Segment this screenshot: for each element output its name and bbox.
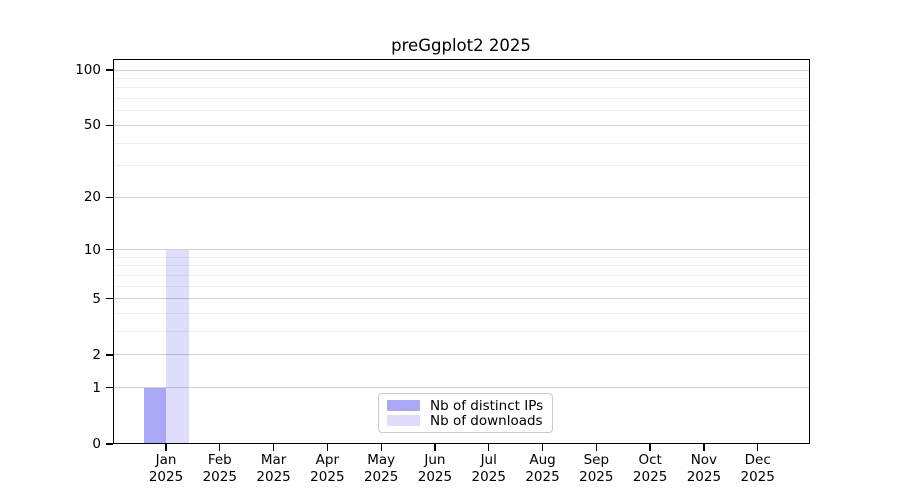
gridline-minor <box>113 165 810 167</box>
gridline-minor <box>113 274 810 276</box>
x-tick-year: 2025 <box>740 469 775 485</box>
y-tick <box>106 443 113 445</box>
x-tick-month: Jul <box>480 452 497 468</box>
x-tick-month: Oct <box>638 452 662 468</box>
x-tick-label: Mar 2025 <box>242 452 306 486</box>
gridline-minor <box>113 98 810 100</box>
x-tick-label: Dec 2025 <box>726 452 790 486</box>
x-tick-label: May 2025 <box>349 452 413 486</box>
y-tick-label: 10 <box>83 241 101 258</box>
gridline-minor <box>113 256 810 258</box>
y-tick-label: 5 <box>92 290 101 307</box>
x-tick-month: Mar <box>260 452 287 468</box>
x-tick-year: 2025 <box>256 469 291 485</box>
x-tick-year: 2025 <box>579 469 614 485</box>
bar-downloads <box>166 249 189 444</box>
y-tick-label: 100 <box>75 62 101 78</box>
x-tick <box>488 444 490 451</box>
x-tick-year: 2025 <box>632 469 668 485</box>
x-tick-year: 2025 <box>525 469 560 485</box>
x-tick-label: Jan 2025 <box>134 452 198 486</box>
x-tick <box>326 444 329 451</box>
gridline-minor <box>113 77 810 79</box>
gridline-major <box>113 387 810 389</box>
y-tick <box>106 298 113 300</box>
legend-label-distinct-ips: Nb of distinct IPs <box>430 397 544 414</box>
gridline-minor <box>113 331 810 333</box>
y-tick <box>106 387 113 389</box>
bar-distinct-ips <box>143 387 166 444</box>
gridline-minor <box>113 313 810 315</box>
legend-item-downloads: Nb of downloads <box>387 412 544 429</box>
y-tick <box>106 249 113 251</box>
y-tick <box>106 124 113 127</box>
x-tick-month: May <box>367 452 396 468</box>
gridline-minor <box>113 285 810 287</box>
x-tick <box>434 444 436 451</box>
gridline-minor <box>113 142 810 144</box>
y-tick <box>106 69 113 71</box>
gridline-minor <box>113 87 810 89</box>
legend-item-distinct-ips: Nb of distinct IPs <box>387 397 544 414</box>
x-tick-label: Sep 2025 <box>564 452 628 486</box>
x-tick-year: 2025 <box>686 469 722 485</box>
gridline-major <box>113 249 810 251</box>
x-tick <box>165 444 167 451</box>
chart-title: preGgplot2 2025 <box>391 36 531 55</box>
gridline-major <box>113 124 810 126</box>
x-tick-label: Aug 2025 <box>511 452 575 486</box>
x-tick-month: Apr <box>315 452 340 468</box>
x-tick <box>272 444 275 451</box>
x-tick <box>703 444 705 451</box>
bars-layer <box>113 59 810 444</box>
y-tick-label: 0 <box>92 436 101 452</box>
y-tick-label: 20 <box>83 189 101 206</box>
gridline-minor <box>113 110 810 112</box>
x-tick-label: Oct 2025 <box>618 452 682 486</box>
x-tick <box>757 444 759 451</box>
legend-swatch-downloads <box>387 415 420 426</box>
x-tick-month: Jun <box>424 452 446 468</box>
x-tick-year: 2025 <box>310 469 345 485</box>
x-tick <box>649 444 651 451</box>
x-tick-label: Jun 2025 <box>403 452 467 486</box>
x-axis: Jan 2025 Feb 2025 Mar 2025 Apr 2025 May 2025 Jun 20… <box>113 59 810 485</box>
x-tick-label: Apr 2025 <box>295 452 359 486</box>
x-tick-month: Jan <box>155 452 177 468</box>
x-tick <box>380 444 382 451</box>
grid-layer <box>113 59 810 444</box>
x-tick-label: Feb 2025 <box>188 452 252 486</box>
y-tick <box>106 196 113 198</box>
y-tick-label: 2 <box>92 346 101 363</box>
x-tick-label: Nov 2025 <box>672 452 736 486</box>
x-tick <box>595 444 597 451</box>
y-tick-label: 50 <box>83 117 101 134</box>
gridline-minor <box>113 265 810 267</box>
x-tick <box>219 444 221 451</box>
gridline-major <box>113 69 810 71</box>
x-tick <box>541 444 544 451</box>
x-tick-year: 2025 <box>471 469 506 485</box>
x-tick-month: Feb <box>207 452 232 468</box>
x-tick-label: Jul 2025 <box>457 452 521 486</box>
legend: Nb of distinct IPs Nb of downloads <box>378 393 553 433</box>
x-tick-year: 2025 <box>363 469 399 485</box>
plot-area: 0 1 2 5 10 20 50 100 Jan 2025 Feb 2025 Mar 2025 Apr 20… <box>75 59 810 485</box>
y-tick-label: 1 <box>92 379 101 396</box>
x-tick-month: Nov <box>690 452 718 468</box>
legend-swatch-distinct-ips <box>387 400 420 411</box>
y-tick <box>106 354 113 356</box>
gridline-major <box>113 298 810 300</box>
x-tick-month: Dec <box>744 452 771 468</box>
gridline-major <box>113 354 810 356</box>
gridline-major <box>113 196 810 198</box>
x-tick-month: Sep <box>583 452 610 468</box>
y-axis: 0 1 2 5 10 20 50 100 <box>75 59 810 452</box>
legend-label-downloads: Nb of downloads <box>430 412 543 429</box>
x-tick-month: Aug <box>529 452 556 468</box>
x-tick-year: 2025 <box>148 469 184 485</box>
x-tick-year: 2025 <box>417 469 453 485</box>
x-tick-year: 2025 <box>202 469 237 485</box>
